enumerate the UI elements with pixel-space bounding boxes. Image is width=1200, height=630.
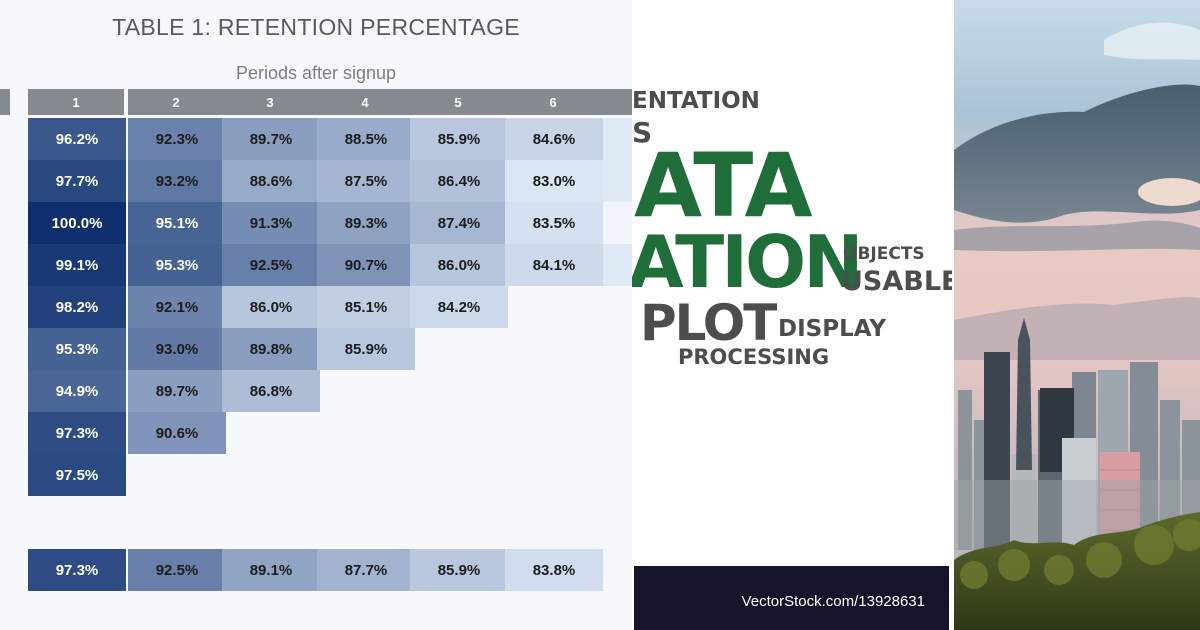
retention-cell: 83.0% [505, 160, 603, 202]
word-ation: ATION [632, 220, 863, 304]
watermark-text: VectorStock.com/13928631 [741, 593, 925, 610]
retention-cell: 89.8% [222, 328, 320, 370]
word-s: S [632, 116, 653, 149]
retention-cell: 89.1% [222, 549, 320, 591]
retention-cell: 86.0% [222, 286, 320, 328]
retention-cell: 89.7% [128, 370, 226, 412]
column-header-stub [0, 89, 10, 115]
retention-cell: 86.8% [222, 370, 320, 412]
retention-cell: 89.7% [222, 118, 320, 160]
retention-cell: 91.3% [222, 202, 320, 244]
city-skyline-illustration [954, 0, 1200, 630]
retention-cell: 84.2% [410, 286, 508, 328]
retention-cell: 85.9% [410, 118, 508, 160]
retention-cell: 85.9% [410, 549, 508, 591]
retention-cell: 99.1% [28, 244, 126, 286]
word-entation: ENTATION [632, 88, 760, 114]
retention-cell-partial [603, 160, 632, 202]
retention-cell: 100.0% [28, 202, 126, 244]
column-header: 5 [410, 89, 506, 115]
retention-cell: 96.2% [28, 118, 126, 160]
retention-cell: 93.2% [128, 160, 226, 202]
periods-axis-label: Periods after signup [235, 63, 397, 83]
retention-cell: 98.2% [28, 286, 126, 328]
retention-cell: 93.0% [128, 328, 226, 370]
retention-cell: 83.8% [505, 549, 603, 591]
word-usable: USABLE [841, 266, 952, 297]
retention-cell: 85.9% [317, 328, 415, 370]
retention-cell: 88.6% [222, 160, 320, 202]
retention-cell: 97.7% [28, 160, 126, 202]
retention-cell: 97.3% [28, 412, 126, 454]
column-header: 1 [28, 89, 124, 115]
retention-cell: 95.1% [128, 202, 226, 244]
retention-cell: 92.1% [128, 286, 226, 328]
retention-cell: 92.5% [222, 244, 320, 286]
retention-cell: 87.4% [410, 202, 508, 244]
column-header-partial [599, 89, 632, 115]
retention-table-panel: TABLE 1: RETENTION PERCENTAGE Periods af… [0, 14, 632, 591]
retention-cell: 92.3% [128, 118, 226, 160]
retention-cell: 97.5% [28, 454, 126, 496]
column-header: 6 [505, 89, 601, 115]
retention-cell: 87.5% [317, 160, 415, 202]
retention-cell-partial [603, 118, 632, 160]
retention-cell: 89.3% [317, 202, 415, 244]
city-skyline-photo [954, 0, 1200, 630]
retention-cell: 84.6% [505, 118, 603, 160]
retention-cell: 92.5% [128, 549, 226, 591]
retention-cell: 88.5% [317, 118, 415, 160]
retention-cell: 94.9% [28, 370, 126, 412]
retention-cell: 87.7% [317, 549, 415, 591]
retention-cell: 83.5% [505, 202, 603, 244]
retention-cell: 85.1% [317, 286, 415, 328]
table-title: TABLE 1: RETENTION PERCENTAGE [112, 14, 520, 40]
column-header: 2 [128, 89, 224, 115]
retention-cell: 97.3% [28, 549, 126, 591]
retention-cell: 95.3% [128, 244, 226, 286]
watermark-bar: VectorStock.com/13928631 [634, 566, 949, 630]
retention-cell: 86.4% [410, 160, 508, 202]
word-objects: OBJECTS [843, 244, 925, 264]
retention-cell: 90.6% [128, 412, 226, 454]
column-header: 3 [222, 89, 318, 115]
retention-cell: 90.7% [317, 244, 415, 286]
retention-cell: 84.1% [505, 244, 603, 286]
word-cloud-panel: ENTATION S ATA ATION OBJECTS USABLE PLOT… [632, 0, 952, 630]
retention-cell-partial [603, 202, 632, 244]
retention-cell: 95.3% [28, 328, 126, 370]
retention-cell: 86.0% [410, 244, 508, 286]
word-ata: ATA [634, 134, 813, 237]
word-plot: PLOT [640, 294, 777, 352]
word-processing: PROCESSING [678, 345, 830, 369]
column-header: 4 [317, 89, 413, 115]
word-display: DISPLAY [778, 316, 886, 342]
retention-cell-partial [603, 244, 632, 286]
